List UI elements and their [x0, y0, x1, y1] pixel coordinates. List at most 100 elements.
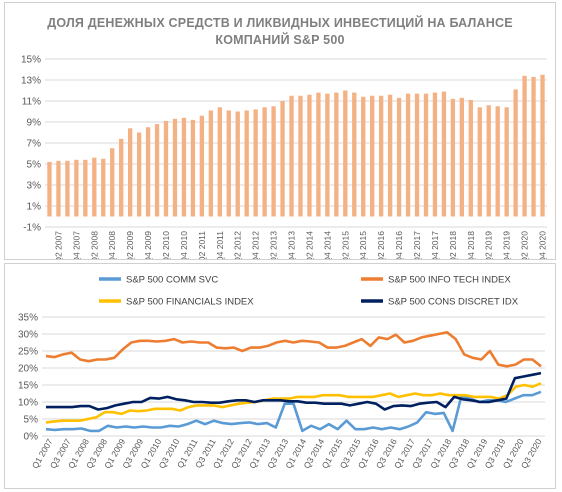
bar: [226, 110, 231, 217]
legend-label: S&P 500 CONS DISCRET IDX: [388, 297, 519, 308]
bar: [423, 93, 429, 217]
series-line: [46, 371, 542, 411]
bar: [316, 92, 321, 217]
bar: [414, 93, 420, 217]
bar: [379, 95, 384, 217]
y-tick-label: 15%: [21, 55, 41, 66]
y-tick-label: 9%: [27, 118, 42, 129]
bar: [298, 95, 303, 217]
bar: [154, 124, 160, 217]
series-line: [45, 331, 542, 368]
x-tick-label: Q2 2016: [376, 231, 386, 259]
bar: [352, 92, 357, 217]
y-tick-label: 7%: [27, 139, 42, 150]
bar: [468, 99, 473, 217]
bar: [74, 159, 79, 217]
bar: [361, 96, 366, 217]
legend-label: S&P 500 COMM SVC: [126, 275, 218, 286]
x-tick-label: Q4 2019: [502, 231, 512, 259]
bar: [47, 161, 52, 217]
x-tick-label: Q4 2014: [322, 231, 332, 259]
x-tick-label: Q2 2019: [484, 231, 494, 259]
bar: [450, 98, 456, 217]
y-tick-label: 11%: [22, 97, 41, 108]
bar: [522, 75, 527, 217]
y-tick-label: 5%: [24, 415, 39, 426]
bar: [101, 158, 106, 217]
y-tick-label: 0%: [24, 432, 39, 443]
x-tick-label: Q2 2014: [304, 231, 314, 259]
y-tick-label: 3%: [27, 181, 42, 192]
x-tick-label: Q2 2011: [197, 231, 207, 259]
bar: [325, 93, 330, 217]
bar: [172, 118, 178, 217]
x-tick-label: Q4 2012: [251, 231, 261, 259]
y-tick-label: 30%: [18, 330, 38, 341]
bar: [289, 95, 294, 217]
bar: [65, 160, 70, 217]
x-tick-label: Q2 2010: [161, 231, 171, 259]
x-tick-label: Q4 2008: [107, 231, 117, 259]
x-tick-label: Q2 2007: [53, 231, 63, 259]
x-tick-label: Q2 2015: [340, 231, 350, 259]
bar: [495, 106, 500, 217]
x-tick-label: Q4 2020: [538, 231, 548, 259]
bar: [432, 92, 438, 217]
bar: [486, 105, 491, 217]
x-tick-label: Q2 2012: [233, 231, 243, 259]
x-tick-label: Q2 2013: [269, 231, 279, 259]
bar: [217, 107, 222, 217]
bar: [280, 101, 285, 217]
bar: [531, 76, 536, 217]
y-tick-label: 1%: [27, 202, 42, 213]
chart-title-line1: ДОЛЯ ДЕНЕЖНЫХ СРЕДСТВ И ЛИКВИДНЫХ ИНВЕСТ…: [47, 16, 513, 30]
bar: [208, 110, 213, 217]
x-tick-label: Q4 2016: [394, 231, 404, 259]
bar: [56, 160, 61, 217]
x-tick-label: Q2 2017: [412, 231, 422, 259]
bar: [92, 157, 97, 217]
y-tick-label: 20%: [18, 364, 38, 375]
bar: [83, 159, 88, 217]
x-tick-label: Q2 2009: [125, 231, 135, 259]
bar: [540, 74, 545, 217]
bar: [199, 115, 205, 217]
bar: [405, 93, 411, 217]
x-tick-label: Q4 2010: [179, 231, 189, 259]
y-tick-label: 10%: [18, 398, 38, 409]
bar: [253, 109, 258, 217]
x-tick-label: Q2 2020: [520, 231, 530, 259]
bar: [262, 107, 267, 217]
chart-title-line2: КОМПАНИЙ S&P 500: [215, 33, 345, 47]
series-line: [45, 382, 542, 424]
bar: [190, 119, 196, 217]
bar: [235, 111, 240, 217]
y-tick-label: 35%: [18, 313, 38, 324]
bar: [119, 138, 124, 217]
x-tick-label: Q4 2011: [215, 231, 225, 259]
x-tick-label: Q2 2008: [89, 231, 99, 259]
bar: [136, 132, 142, 217]
bar: [477, 107, 482, 217]
bar: [145, 127, 151, 217]
line-chart-svg: S&P 500 COMM SVC S&P 500 INFO TECH INDEX S…: [18, 275, 545, 470]
bar: [441, 91, 447, 217]
bar: [334, 92, 339, 217]
y-tick-label: 5%: [27, 160, 42, 171]
chart-cash-share: ДОЛЯ ДЕНЕЖНЫХ СРЕДСТВ И ЛИКВИДНЫХ ИНВЕСТ…: [4, 2, 556, 260]
x-tick-label: Q4 2018: [466, 231, 476, 259]
bar: [181, 117, 187, 217]
x-tick-label: Q4 2013: [287, 231, 297, 259]
chart-sector-lines: S&P 500 COMM SVC S&P 500 INFO TECH INDEX S…: [4, 263, 556, 489]
bar: [271, 106, 276, 217]
y-tick-label: 13%: [21, 76, 41, 87]
x-tick-label: Q2 2018: [448, 231, 458, 259]
bar: [504, 107, 509, 217]
bar: [370, 95, 375, 217]
series-line: [45, 390, 542, 433]
y-tick-label: 25%: [18, 347, 38, 358]
x-tick-label: Q4 2009: [143, 231, 153, 259]
bar: [387, 94, 393, 217]
bar: [343, 90, 348, 217]
legend-label: S&P 500 INFO TECH INDEX: [388, 275, 511, 286]
